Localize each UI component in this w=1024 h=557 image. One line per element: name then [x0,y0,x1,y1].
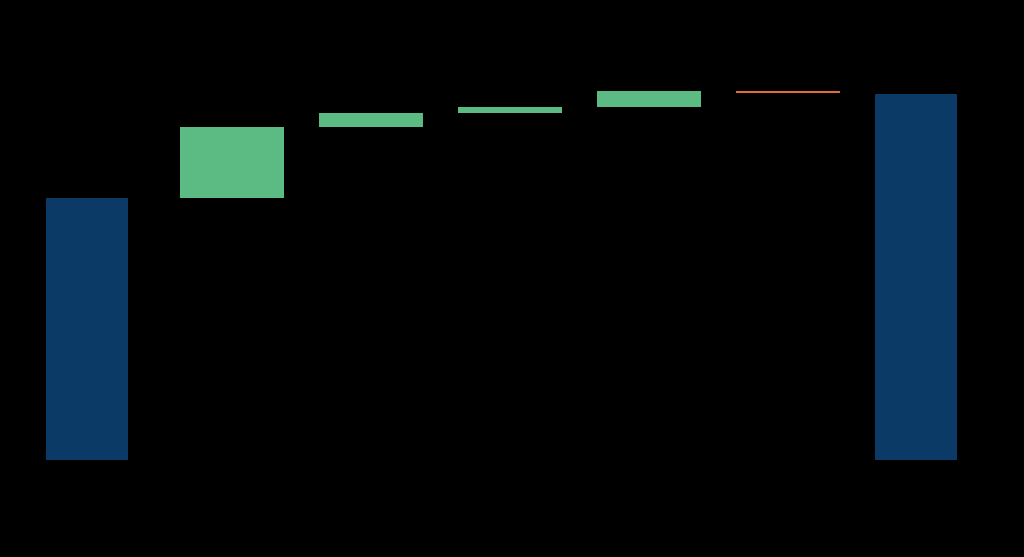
bar-increase-2 [319,113,423,127]
bar-start-total [46,198,128,460]
bar-end-total [875,94,957,460]
bar-decrease-1 [736,91,840,93]
waterfall-chart [0,0,1024,557]
bar-increase-4 [597,91,701,107]
bar-increase-1 [180,127,284,198]
bar-increase-3 [458,107,562,113]
